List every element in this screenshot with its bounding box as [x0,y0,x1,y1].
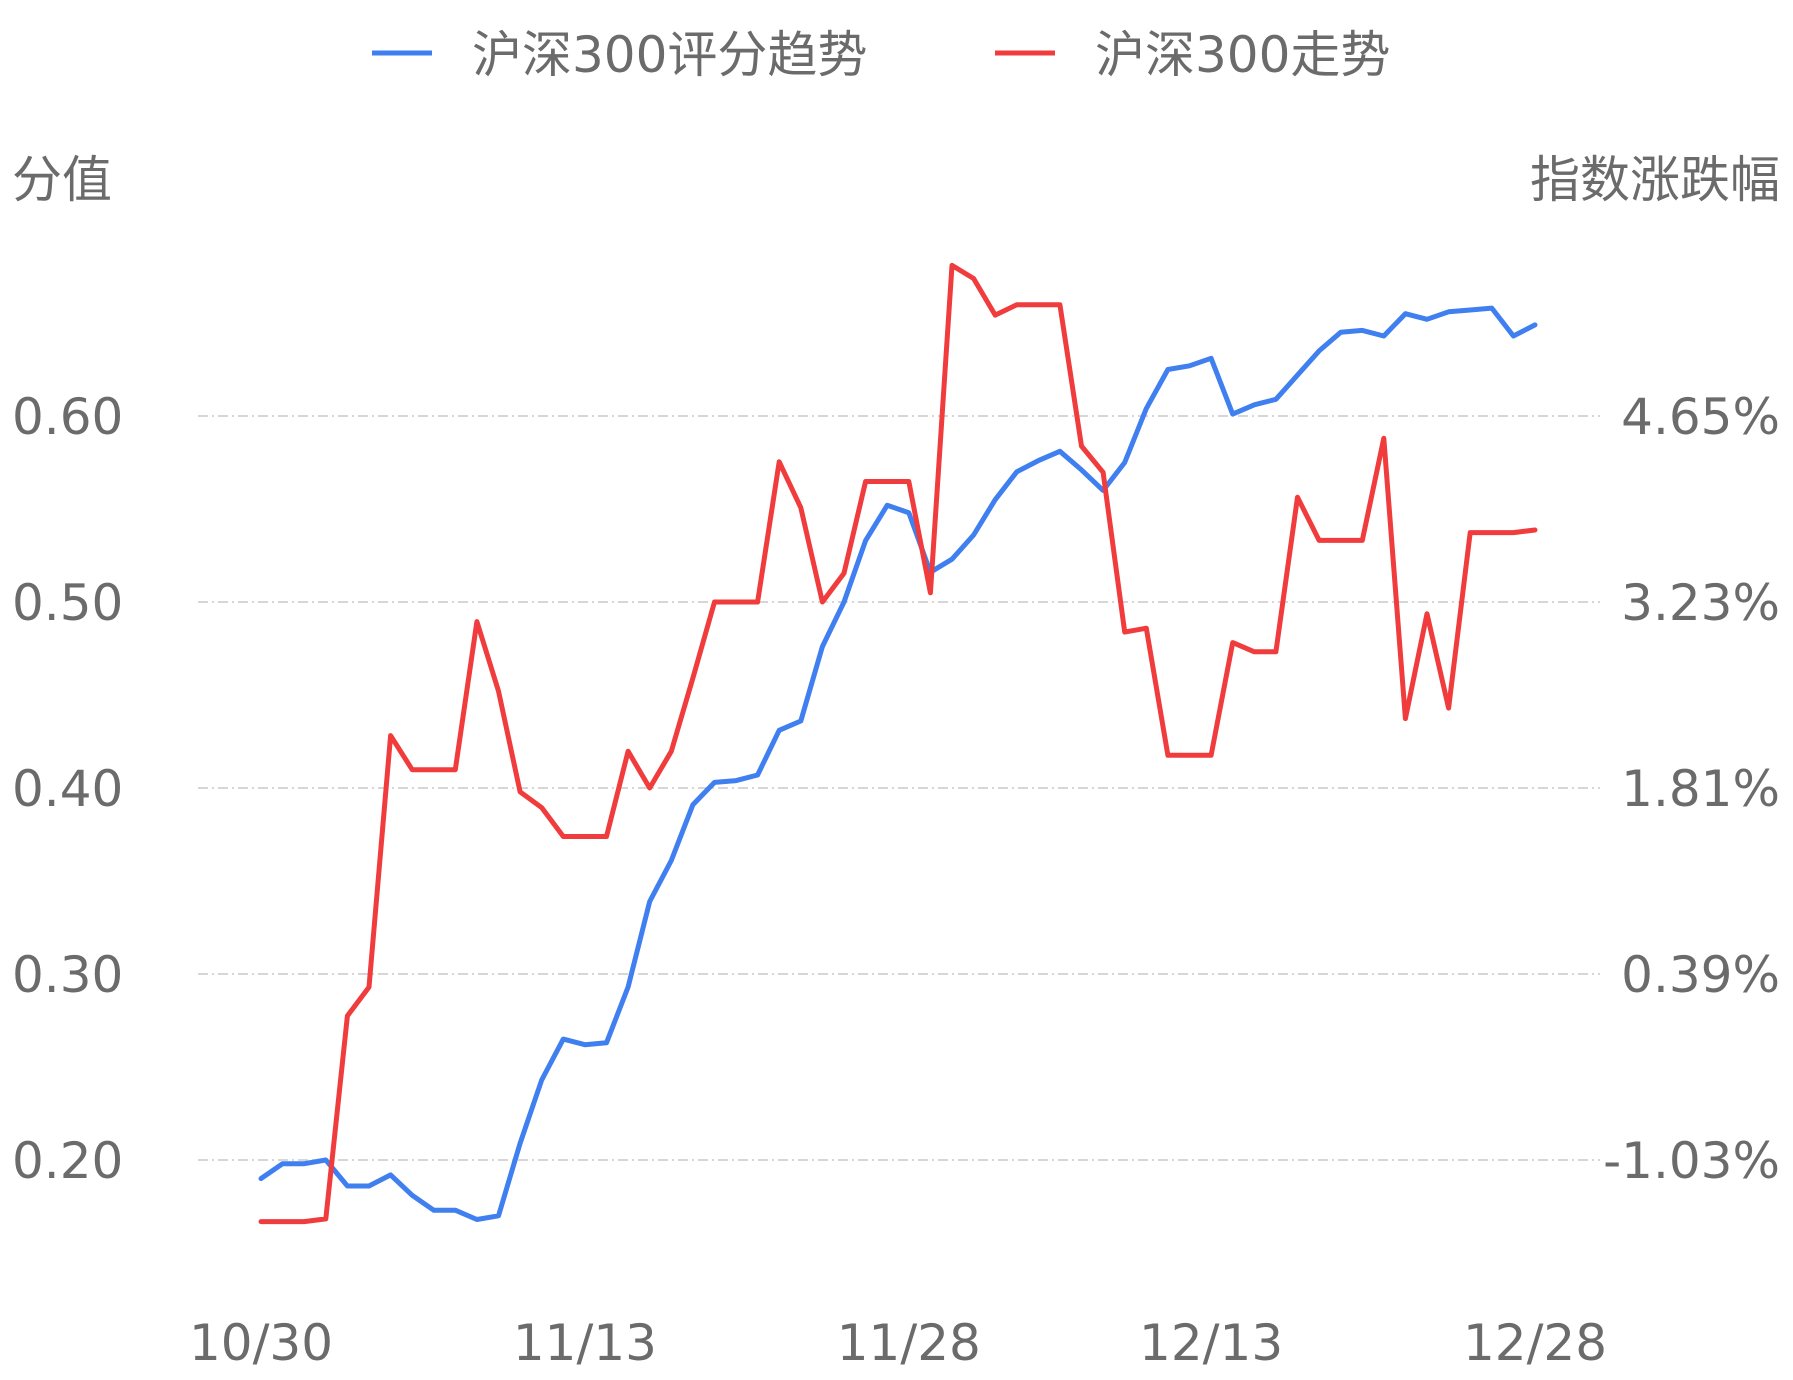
left-axis-title: 分值 [12,151,112,209]
left-axis-ticks: 0.20 0.30 0.40 0.50 0.60 [12,388,123,1190]
right-tick-label: 3.23% [1621,574,1780,632]
right-tick-label: 4.65% [1621,388,1780,446]
legend: 沪深300评分趋势 沪深300走势 [372,26,1390,84]
series-lines [258,262,1538,1225]
left-tick-label: 0.20 [12,1132,123,1190]
right-axis-title: 指数涨跌幅 [1530,151,1780,209]
series-line-index [258,262,1538,1225]
x-tick-label: 12/13 [1139,1314,1283,1372]
x-tick-label: 11/13 [513,1314,657,1372]
left-tick-label: 0.40 [12,760,123,818]
series-line-score [258,305,1538,1222]
right-tick-label: -1.03% [1603,1132,1780,1190]
x-axis-ticks: 10/30 11/13 11/28 12/13 12/28 [189,1314,1607,1372]
left-tick-label: 0.30 [12,946,123,1004]
x-tick-label: 11/28 [837,1314,981,1372]
legend-label-index: 沪深300走势 [1095,26,1390,84]
left-tick-label: 0.60 [12,388,123,446]
gridlines [198,415,1600,1161]
left-tick-label: 0.50 [12,574,123,632]
right-axis-ticks: -1.03% 0.39% 1.81% 3.23% 4.65% [1603,388,1780,1190]
x-tick-label: 10/30 [189,1314,333,1372]
right-tick-label: 1.81% [1621,760,1780,818]
x-tick-label: 12/28 [1463,1314,1607,1372]
right-tick-label: 0.39% [1621,946,1780,1004]
legend-label-score: 沪深300评分趋势 [472,26,867,84]
